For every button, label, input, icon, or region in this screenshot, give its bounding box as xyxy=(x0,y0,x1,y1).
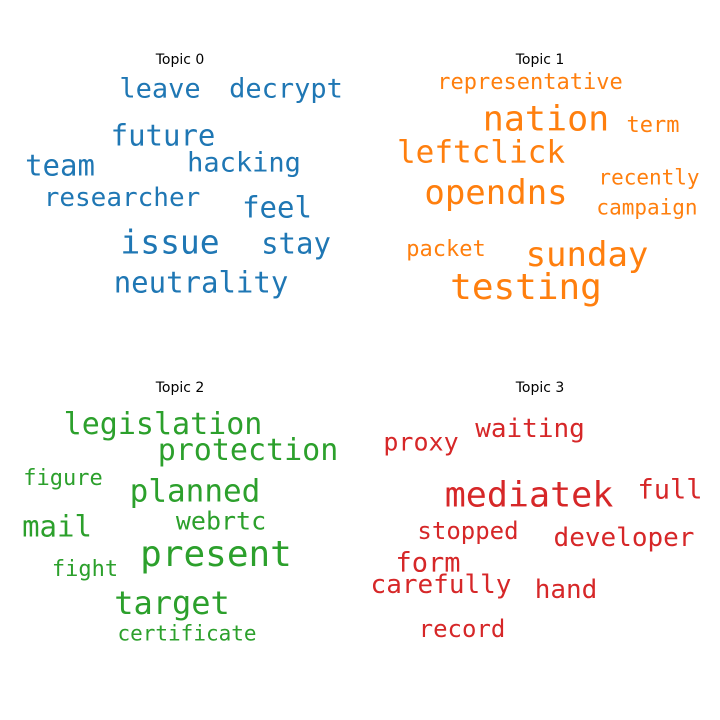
topic-2-word: present xyxy=(140,534,292,575)
topic-2-word: figure xyxy=(23,466,103,491)
topic-3-word: hand xyxy=(534,575,598,605)
topic-0-word: hacking xyxy=(187,147,301,179)
topic-3-word: stopped xyxy=(417,517,519,545)
topic-3-word: mediatek xyxy=(444,475,614,516)
topic-0-word: researcher xyxy=(43,183,201,213)
topic-0-word: team xyxy=(25,148,95,183)
topic-1-word: nation xyxy=(482,99,610,140)
topic-2-word: legislation xyxy=(63,407,263,442)
topic-0-word: decrypt xyxy=(229,73,343,105)
topic-1-title: Topic 1 xyxy=(515,52,565,68)
topic-2-word: protection xyxy=(157,433,339,468)
topic-3-word: waiting xyxy=(475,414,585,444)
topic-1-word: term xyxy=(626,113,680,138)
topic-2-word: fight xyxy=(51,557,119,582)
topic-2-word: webrtc xyxy=(175,506,267,536)
topic-1-word: recently xyxy=(598,165,700,190)
topic-0-word: stay xyxy=(261,226,331,261)
topic-1-word: sunday xyxy=(525,235,649,275)
topic-0-title: Topic 0 xyxy=(155,52,205,68)
topic-0-word: future xyxy=(110,118,216,153)
topic-3-word: developer xyxy=(553,523,695,553)
topic-0-word: neutrality xyxy=(113,265,289,300)
topic-3-panel: Topic 3 proxy waiting mediatek full stopped d… xyxy=(360,360,720,720)
topic-1-panel: Topic 1 representative nation term leftclic… xyxy=(360,0,720,360)
topic-0-panel: Topic 0 leave decrypt future team hacking res… xyxy=(0,0,360,360)
topic-3-title: Topic 3 xyxy=(515,380,565,396)
topic-2-title: Topic 2 xyxy=(155,380,205,396)
topic-3-word: form xyxy=(395,547,461,579)
topic-1-word: opendns xyxy=(424,173,568,213)
topic-0-word: feel xyxy=(242,190,312,225)
topic-1-word: campaign xyxy=(596,195,698,220)
topic-0-word: leave xyxy=(119,73,201,105)
topic-1-word: leftclick xyxy=(397,134,565,171)
topic-3-word: full xyxy=(637,474,703,506)
topic-2-word: planned xyxy=(129,473,261,510)
topic-1-word: testing xyxy=(450,267,602,308)
topic-2-word: mail xyxy=(22,509,92,544)
topic-2-panel: Topic 2 legislation protection figure plann… xyxy=(0,360,360,720)
topic-1-word: representative xyxy=(437,70,623,95)
topic-2-word: certificate xyxy=(117,621,257,646)
topic-2-word: target xyxy=(114,584,230,622)
topic-3-word: carefully xyxy=(370,570,512,600)
topic-0-word: issue xyxy=(120,222,220,262)
topic-3-word: proxy xyxy=(383,427,459,457)
topic-1-word: packet xyxy=(406,237,486,262)
topic-3-word: record xyxy=(418,615,506,643)
